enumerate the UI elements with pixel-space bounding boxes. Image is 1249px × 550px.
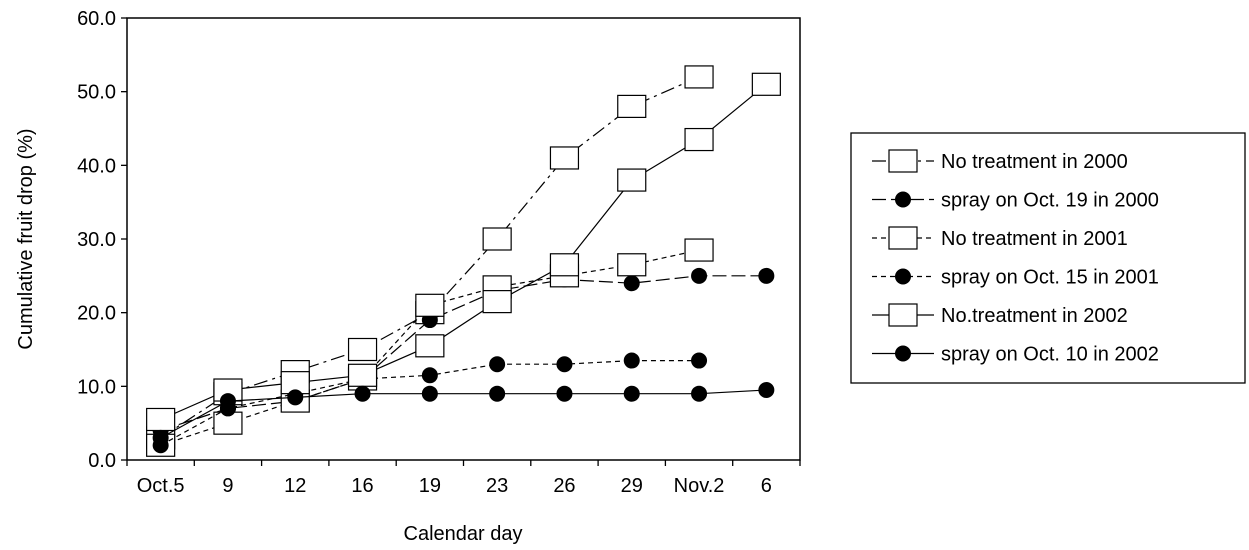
x-tick-label: Oct.5 — [137, 475, 185, 497]
data-point — [751, 72, 781, 96]
data-point — [691, 385, 708, 402]
y-tick-label: 10.0 — [77, 376, 116, 398]
data-point — [347, 363, 378, 387]
legend-marker — [888, 303, 918, 327]
data-point — [489, 385, 506, 402]
data-point — [556, 385, 573, 402]
y-tick-label: 60.0 — [77, 8, 116, 30]
legend-marker — [895, 268, 911, 285]
legend-entry: No treatment in 2001 — [872, 226, 1128, 250]
x-tick-label: Nov.2 — [674, 475, 725, 497]
legend-label: No treatment in 2001 — [941, 228, 1128, 250]
data-point — [146, 407, 176, 432]
y-tick-label: 30.0 — [77, 229, 116, 251]
series-5 — [146, 72, 781, 432]
data-point — [415, 334, 445, 358]
legend-label: spray on Oct. 19 in 2000 — [941, 190, 1159, 212]
y-axis: 0.0 10.0 20.0 30.0 40.0 50.0 60.0 — [77, 8, 127, 472]
series-line — [160, 249, 700, 446]
data-point — [758, 267, 775, 284]
legend-entry: spray on Oct. 15 in 2001 — [872, 267, 1159, 289]
data-point — [549, 146, 580, 170]
x-axis-title: Calendar day — [404, 523, 523, 545]
data-point — [758, 382, 775, 399]
series-line — [160, 275, 767, 432]
legend-marker — [895, 345, 911, 362]
x-tick-label: 9 — [222, 475, 233, 497]
data-point — [287, 389, 304, 406]
x-tick-label: 19 — [419, 475, 441, 497]
series-line — [160, 389, 767, 439]
x-tick-label: 12 — [284, 475, 306, 497]
data-point — [482, 290, 512, 314]
data-point — [684, 65, 714, 89]
data-point — [549, 253, 580, 277]
legend-label: spray on Oct. 10 in 2002 — [941, 344, 1159, 366]
x-tick-label: 29 — [621, 475, 643, 497]
x-tick-label: 23 — [486, 475, 508, 497]
legend-entry: No treatment in 2000 — [872, 149, 1128, 173]
x-tick-label: 26 — [553, 475, 575, 497]
data-point — [347, 337, 378, 362]
data-point — [421, 367, 438, 384]
legend-entry: No.treatment in 2002 — [872, 303, 1128, 327]
series-2 — [152, 267, 775, 439]
legend-label: No treatment in 2000 — [941, 151, 1128, 173]
data-point — [354, 385, 371, 402]
y-tick-label: 0.0 — [88, 450, 116, 472]
y-axis-title: Cumulative fruit drop (%) — [15, 128, 37, 349]
legend-box — [850, 132, 1246, 384]
data-point — [691, 352, 708, 369]
legend-marker — [888, 226, 918, 250]
data-point — [415, 293, 445, 317]
data-point — [617, 253, 647, 277]
legend-marker — [895, 191, 911, 208]
legend-entry: spray on Oct. 10 in 2002 — [872, 344, 1159, 366]
data-point — [152, 429, 169, 446]
data-point — [219, 393, 236, 410]
y-tick-label: 20.0 — [77, 303, 116, 325]
x-tick-label: 6 — [761, 475, 772, 497]
series-line — [160, 83, 767, 421]
x-tick-label: 16 — [351, 475, 373, 497]
legend: No treatment in 2000 spray on Oct. 19 in … — [850, 132, 1246, 384]
data-point — [489, 356, 506, 373]
data-point — [482, 227, 512, 251]
data-point — [691, 267, 708, 284]
legend-label: No.treatment in 2002 — [941, 305, 1128, 327]
series-layer — [146, 65, 781, 457]
x-axis: Oct.5 9 12 16 19 23 26 29 Nov.2 6 — [126, 460, 801, 497]
legend-entry: spray on Oct. 19 in 2000 — [872, 190, 1159, 212]
data-point — [623, 385, 640, 402]
data-point — [623, 275, 640, 292]
data-point — [556, 356, 573, 373]
data-point — [617, 94, 647, 119]
legend-label: spray on Oct. 15 in 2001 — [941, 267, 1159, 289]
y-tick-label: 50.0 — [77, 82, 116, 104]
legend-marker — [888, 149, 918, 173]
data-point — [623, 352, 640, 369]
y-tick-label: 40.0 — [77, 155, 116, 177]
data-point — [617, 168, 647, 192]
data-point — [684, 238, 714, 262]
series-6 — [152, 382, 775, 446]
data-point — [421, 385, 438, 402]
data-point — [684, 127, 714, 152]
